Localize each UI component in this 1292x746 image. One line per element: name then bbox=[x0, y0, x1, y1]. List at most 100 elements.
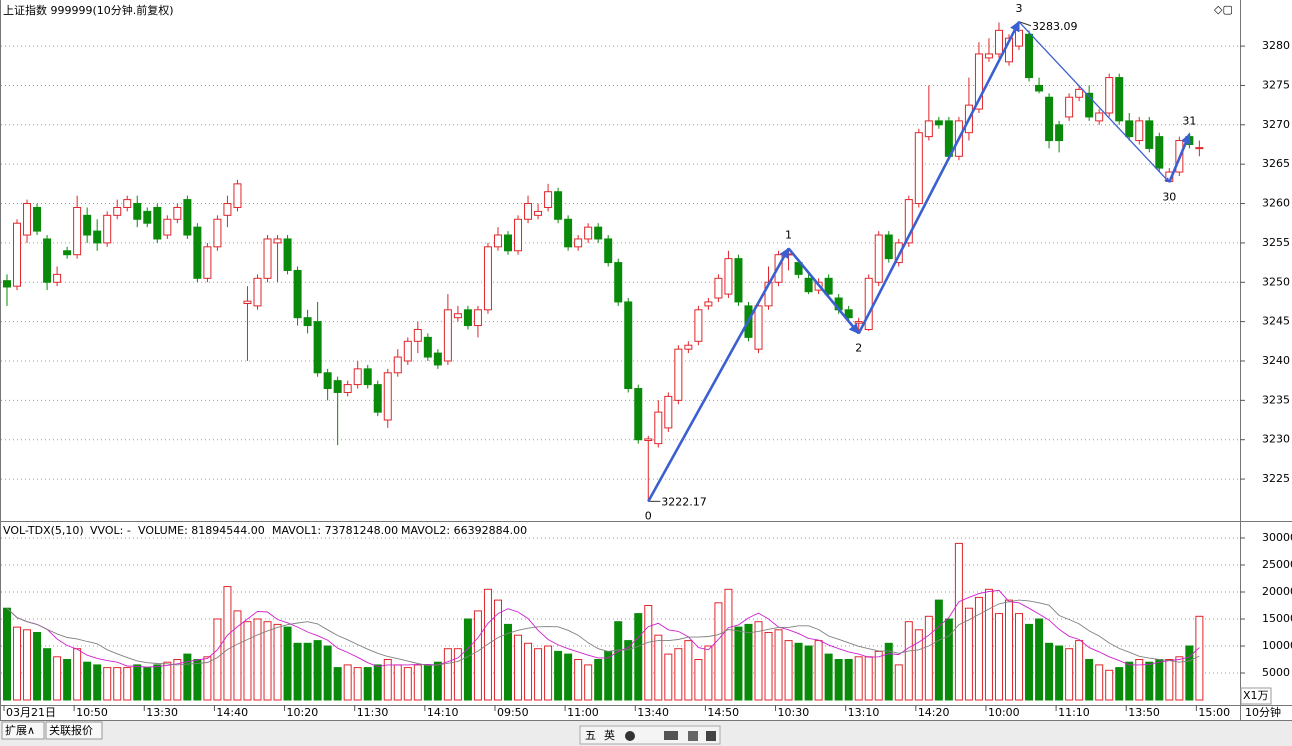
volume-bar bbox=[694, 659, 703, 701]
wave-label: 31 bbox=[1182, 114, 1196, 127]
volume-bar bbox=[33, 632, 42, 701]
wave-label: 3 bbox=[1016, 2, 1023, 15]
wave-arrow bbox=[857, 20, 1021, 335]
candle-body bbox=[1035, 84, 1044, 92]
volume-bar bbox=[764, 632, 773, 701]
volume-bar bbox=[934, 599, 943, 701]
volume-bar bbox=[443, 648, 452, 701]
candle-body bbox=[483, 246, 492, 311]
volume-bar bbox=[103, 667, 112, 701]
volume-bar bbox=[263, 621, 272, 701]
candle-body bbox=[363, 368, 372, 386]
x-tick-label: 09:50 bbox=[497, 706, 529, 719]
candle-body bbox=[934, 120, 943, 126]
volume-bar bbox=[213, 618, 222, 701]
candle-body bbox=[1195, 147, 1204, 150]
volume-bar bbox=[93, 664, 102, 701]
candle-body bbox=[614, 262, 623, 303]
candle-body bbox=[173, 206, 182, 220]
x-tick-label: 14:40 bbox=[216, 706, 248, 719]
moving-average bbox=[6, 599, 1200, 666]
volume-bar bbox=[824, 653, 833, 701]
chart-title: 上证指数 999999(10分钟.前复权) bbox=[3, 3, 174, 17]
volume-bar bbox=[504, 623, 512, 701]
candle-body bbox=[403, 340, 412, 362]
candle-body bbox=[13, 222, 22, 287]
volume-bar bbox=[133, 664, 142, 701]
tool-icon[interactable] bbox=[688, 731, 698, 741]
candle-body bbox=[243, 300, 252, 305]
tab[interactable] bbox=[1, 721, 45, 740]
y-tick-label: 3275 bbox=[1262, 78, 1290, 91]
candle-body bbox=[143, 210, 152, 224]
candle-body bbox=[604, 238, 613, 264]
candle-body bbox=[544, 191, 553, 208]
indicator-header: VOLUME: 81894544.00 bbox=[138, 524, 265, 537]
volume-bar bbox=[1195, 615, 1204, 701]
y-tick-label: 30000 bbox=[1262, 531, 1292, 544]
tool-button[interactable]: 五 bbox=[585, 729, 596, 742]
candle-body bbox=[123, 199, 132, 208]
x-tick-label: 11:00 bbox=[567, 706, 599, 719]
extreme-pointer bbox=[1018, 21, 1032, 27]
volume-bar bbox=[554, 650, 563, 701]
volume-bar bbox=[23, 629, 32, 701]
volume-bar bbox=[283, 626, 292, 701]
candle-body bbox=[754, 305, 763, 350]
y-tick-label: 3265 bbox=[1262, 157, 1290, 170]
candle-body bbox=[694, 309, 703, 342]
y-tick-label: 3260 bbox=[1262, 197, 1290, 210]
volume-bar bbox=[1165, 659, 1174, 701]
tool-icon[interactable] bbox=[706, 731, 716, 741]
volume-bar bbox=[383, 659, 392, 701]
volume-bar bbox=[323, 645, 332, 701]
tab-label[interactable]: 关联报价 bbox=[49, 723, 93, 737]
volume-bar bbox=[924, 615, 933, 701]
candle-body bbox=[1045, 96, 1054, 142]
x-tick-label: 10:30 bbox=[778, 706, 810, 719]
volume-bar bbox=[1145, 661, 1154, 701]
tool-icon[interactable] bbox=[664, 731, 678, 740]
candle-body bbox=[193, 226, 202, 279]
candle-body bbox=[443, 309, 452, 362]
tool-button[interactable]: 英 bbox=[604, 728, 615, 742]
tab[interactable] bbox=[45, 721, 103, 740]
x-tick-label: 10:00 bbox=[988, 706, 1020, 719]
volume-bar bbox=[433, 661, 442, 701]
candle-body bbox=[534, 210, 543, 216]
candle-body bbox=[463, 309, 472, 327]
x-tick-label: 03月21日 bbox=[6, 706, 56, 719]
candle-body bbox=[1075, 88, 1084, 98]
volume-bar bbox=[514, 634, 523, 701]
volume-bar bbox=[413, 664, 422, 701]
volume-bar bbox=[453, 648, 462, 701]
volume-bar bbox=[343, 664, 352, 701]
tab-label[interactable]: 扩展∧ bbox=[5, 723, 35, 737]
volume-bar bbox=[944, 618, 953, 701]
x-tick-label: 10:50 bbox=[76, 706, 108, 719]
volume-bar bbox=[463, 618, 472, 701]
volume-bar bbox=[884, 642, 893, 701]
y-tick-label: 25000 bbox=[1262, 558, 1292, 571]
indicator-header: VOL-TDX(5,10) bbox=[3, 524, 84, 537]
candle-body bbox=[984, 53, 993, 59]
candle-body bbox=[514, 218, 523, 252]
candle-body bbox=[1095, 112, 1104, 122]
volume-bar bbox=[1115, 667, 1124, 701]
y-tick-label: 5000 bbox=[1262, 666, 1290, 679]
period-label: 10分钟 bbox=[1245, 705, 1281, 719]
candle-body bbox=[133, 203, 142, 220]
tool-icon[interactable] bbox=[625, 731, 635, 741]
candle-body bbox=[554, 191, 563, 220]
y-tick-label: 3255 bbox=[1262, 236, 1290, 249]
volume-bar bbox=[203, 656, 212, 701]
volume-bar bbox=[1015, 613, 1024, 701]
volume-bar bbox=[544, 645, 553, 701]
volume-bar bbox=[233, 610, 242, 701]
window-icons[interactable]: ◇▢ bbox=[1214, 3, 1233, 16]
volume-bar bbox=[864, 656, 873, 701]
volume-bar bbox=[724, 588, 733, 701]
volume-bar bbox=[1025, 623, 1034, 701]
wave-label: 2 bbox=[855, 341, 862, 354]
